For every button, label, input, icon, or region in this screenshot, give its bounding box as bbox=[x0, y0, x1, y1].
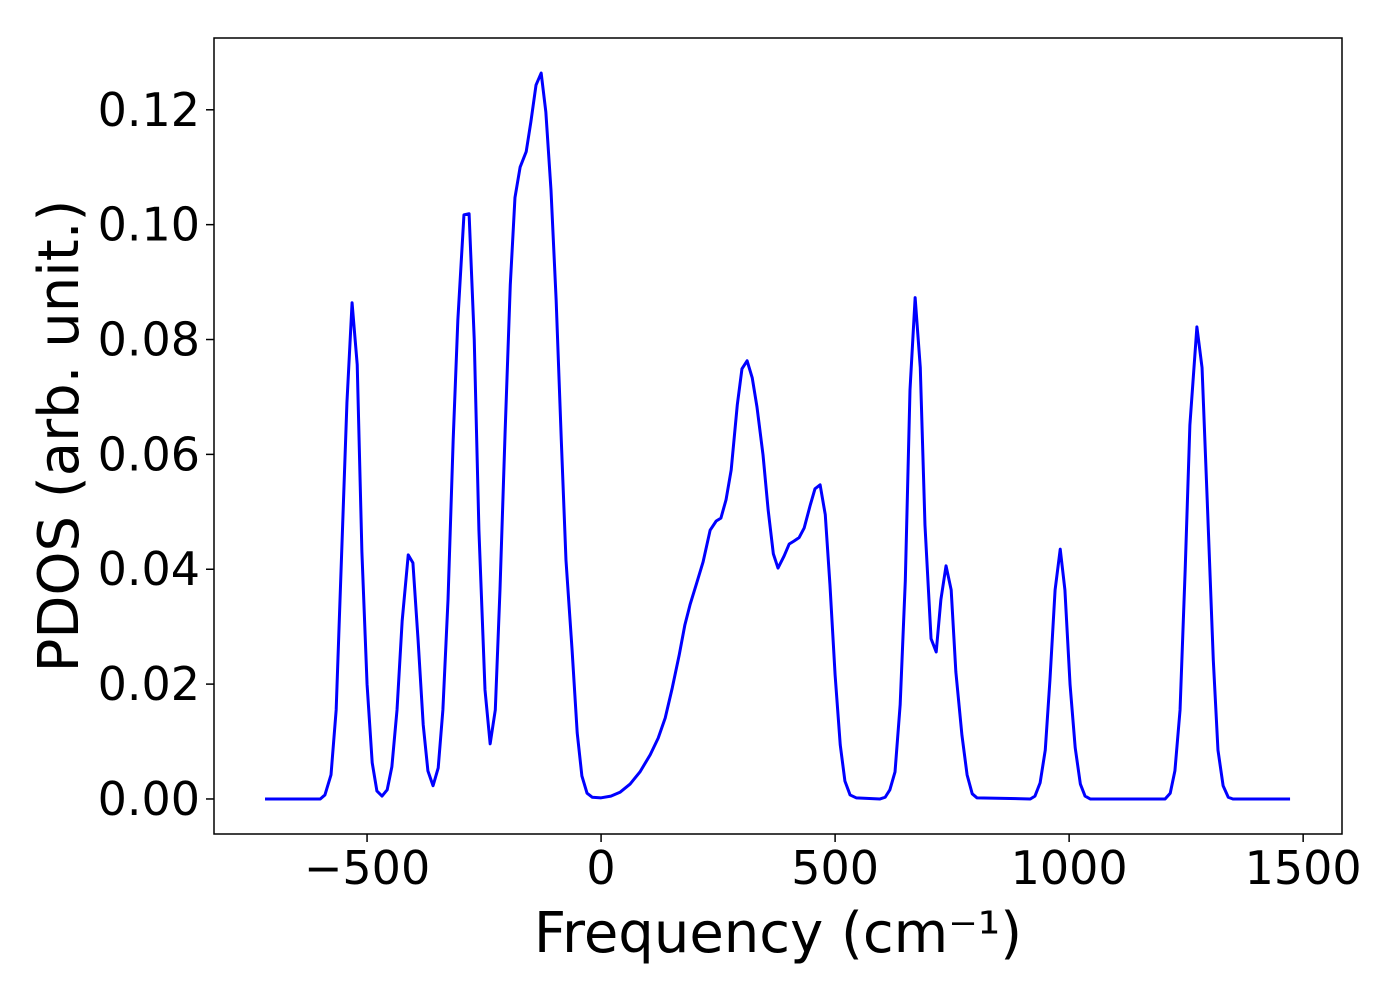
x-axis-label: Frequency (cm⁻¹) bbox=[534, 901, 1022, 966]
y-tick-label: 0.04 bbox=[98, 542, 200, 596]
x-tick-label: −500 bbox=[304, 841, 430, 895]
plot-frame bbox=[213, 37, 1343, 835]
x-tick-label: 1000 bbox=[1011, 841, 1128, 895]
y-tick-label: 0.10 bbox=[98, 198, 200, 252]
y-tick-label: 0.08 bbox=[98, 313, 200, 367]
pdos-line bbox=[265, 71, 1291, 801]
y-tick-label: 0.02 bbox=[98, 657, 200, 711]
y-tick-label: 0.00 bbox=[98, 772, 200, 826]
x-tick-label: 500 bbox=[791, 841, 879, 895]
x-tick-label: 1500 bbox=[1245, 841, 1362, 895]
y-tick-label: 0.12 bbox=[98, 83, 200, 137]
x-tick-label: 0 bbox=[586, 841, 615, 895]
y-axis-label: PDOS (arb. unit.) bbox=[27, 200, 92, 673]
y-tick-label: 0.06 bbox=[98, 427, 200, 481]
